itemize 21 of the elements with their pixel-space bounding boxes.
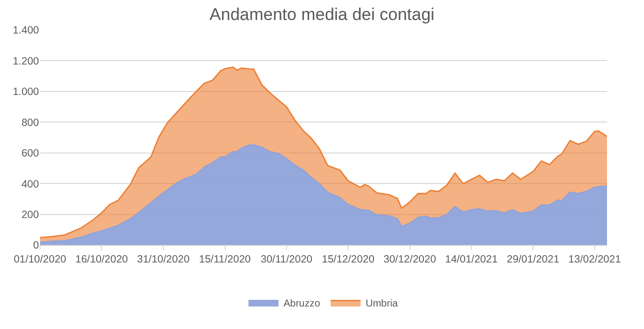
- y-tick-label: 1.400: [12, 24, 40, 37]
- x-tick-label: 29/01/2021: [506, 254, 560, 266]
- y-tick-label: 200: [21, 208, 40, 221]
- x-tick-label: 30/11/2020: [260, 254, 313, 266]
- x-tick-label: 15/12/2020: [322, 254, 375, 266]
- x-tick-label: 30/12/2020: [384, 254, 436, 266]
- x-tick-label: 13/02/2021: [568, 254, 622, 266]
- x-tick-label: 14/01/2021: [445, 254, 498, 266]
- chart-title: Andamento media dei contagi: [210, 5, 434, 24]
- y-tick-label: 1.000: [12, 86, 40, 98]
- y-tick-label: 600: [21, 148, 40, 160]
- x-tick-label: 31/10/2020: [136, 254, 190, 266]
- x-tick-label: 15/11/2020: [199, 254, 251, 266]
- y-tick-label: 800: [21, 116, 40, 129]
- y-tick-label: 400: [21, 178, 40, 190]
- legend-label: Umbria: [366, 298, 398, 310]
- x-tick-label: 16/10/2020: [75, 254, 128, 266]
- x-tick-label: 01/10/2020: [14, 254, 66, 266]
- y-tick-label: 1.200: [12, 55, 40, 68]
- y-tick-label: 0: [33, 240, 40, 252]
- legend-label: Abruzzo: [284, 298, 321, 310]
